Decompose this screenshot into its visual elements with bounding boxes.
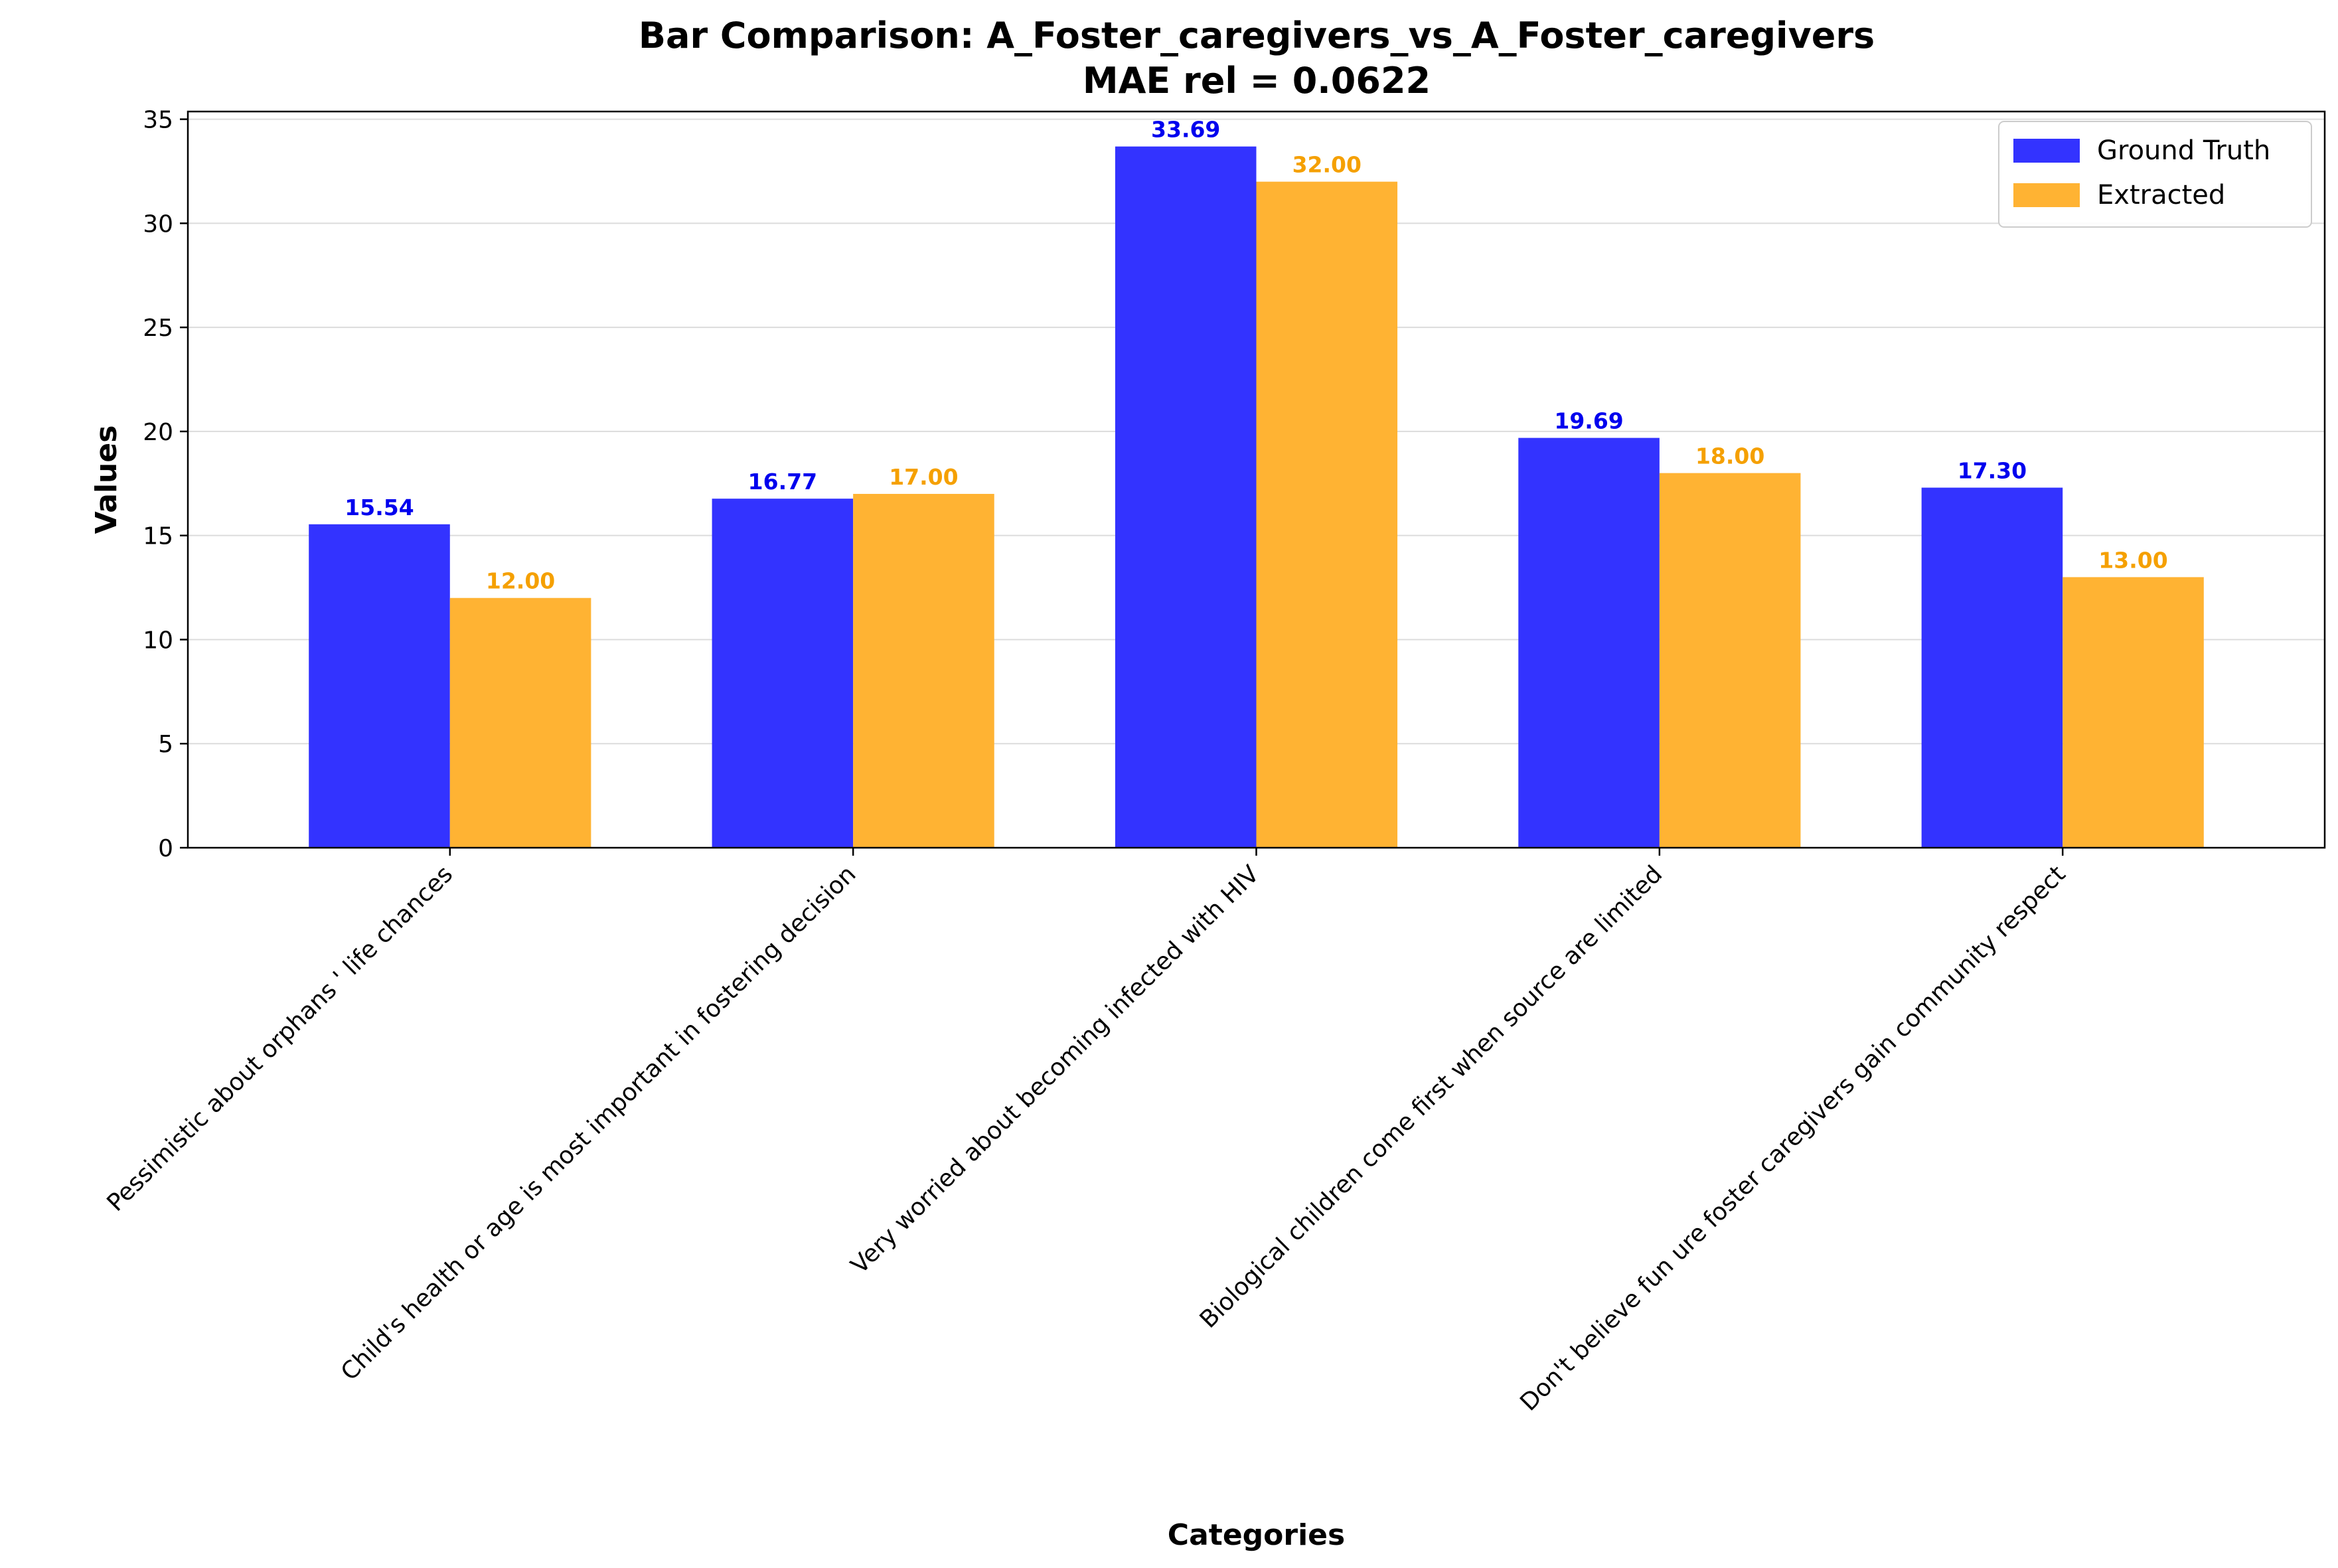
bars [309, 146, 2204, 848]
y-tick-label: 30 [143, 210, 173, 238]
x-tick-label: Child's health or age is most important … [336, 860, 861, 1385]
bar-extracted [2063, 577, 2204, 848]
legend-swatch [2013, 139, 2080, 163]
y-tick-label: 10 [143, 627, 173, 654]
legend: Ground Truth Extracted [1998, 121, 2312, 228]
bar-ground-truth [1115, 146, 1257, 848]
legend-label: Ground Truth [2097, 135, 2270, 166]
bar-extracted [1256, 181, 1398, 848]
y-tick-label: 5 [158, 731, 173, 758]
y-tick-label: 20 [143, 419, 173, 446]
bar-ground-truth [712, 499, 854, 848]
legend-swatch [2013, 183, 2080, 207]
value-label: 19.69 [1554, 408, 1623, 434]
y-tick-label: 0 [158, 835, 173, 862]
value-label: 17.00 [889, 464, 958, 490]
legend-label: Extracted [2097, 180, 2225, 210]
x-tick-label: Biological children come first when sour… [1195, 860, 1668, 1333]
x-tick-label: Very worried about becoming infected wit… [846, 860, 1265, 1279]
bar-extracted [1659, 473, 1801, 848]
value-label: 17.30 [1958, 458, 2027, 484]
bar-ground-truth [309, 524, 450, 848]
value-labels: 15.54 16.77 33.69 19.69 17.30 12.00 17.00 32.00… [345, 117, 2167, 594]
bar-extracted [449, 597, 591, 848]
x-axis: Pessimistic about orphans ' life chances… [102, 848, 2071, 1417]
bar-extracted [853, 493, 994, 848]
bar-ground-truth [1921, 487, 2063, 848]
value-label: 18.00 [1695, 443, 1764, 469]
value-label: 33.69 [1151, 117, 1220, 143]
value-label: 32.00 [1292, 152, 1362, 178]
y-tick-label: 35 [143, 107, 173, 134]
value-label: 16.77 [748, 469, 817, 495]
y-tick-label: 25 [143, 315, 173, 342]
x-axis-label: Categories [1168, 1518, 1345, 1552]
value-label: 15.54 [345, 495, 414, 520]
y-axis-label: Values [90, 426, 123, 534]
chart-title: Bar Comparison: A_Foster_caregivers_vs_A… [639, 15, 1875, 56]
chart-subtitle: MAE rel = 0.0622 [1083, 60, 1431, 102]
value-label: 12.00 [486, 568, 555, 594]
x-tick-label: Pessimistic about orphans ' life chances [102, 860, 458, 1217]
bar-ground-truth [1518, 437, 1660, 848]
value-label: 13.00 [2098, 547, 2167, 573]
y-tick-label: 15 [143, 523, 173, 550]
y-axis: 0 5 10 15 20 25 30 35 [143, 107, 188, 862]
